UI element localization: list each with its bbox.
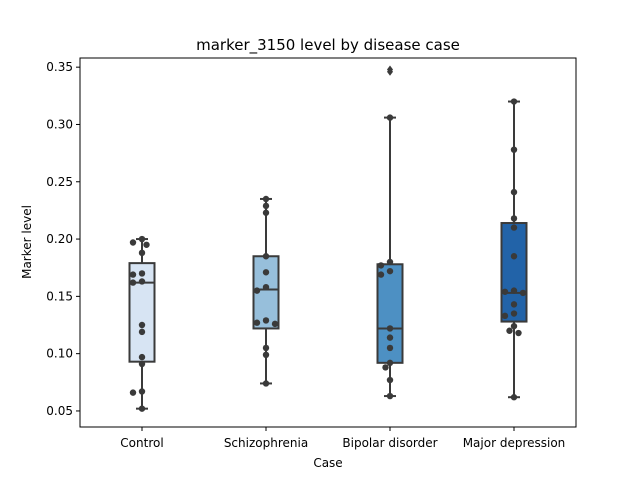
- data-point: [386, 334, 394, 341]
- plot-points: [129, 98, 527, 412]
- data-point: [510, 215, 518, 222]
- y-axis: 0.05 0.10 0.15 0.20 0.25 0.30 0.35: [46, 60, 80, 418]
- data-point: [377, 271, 385, 278]
- data-point: [129, 239, 137, 246]
- data-point: [262, 209, 270, 216]
- data-point: [510, 253, 518, 260]
- y-tick-label: 0.30: [46, 117, 73, 131]
- data-point: [138, 353, 146, 361]
- data-point: [138, 360, 146, 368]
- data-point: [262, 351, 270, 359]
- data-point: [510, 224, 518, 231]
- data-point: [262, 269, 270, 276]
- data-point: [143, 241, 150, 248]
- data-point: [510, 394, 518, 401]
- outlier-point: [387, 65, 393, 74]
- data-point: [262, 253, 270, 260]
- data-point: [510, 322, 518, 330]
- data-point: [510, 188, 518, 196]
- x-tick-label: Major depression: [463, 436, 566, 450]
- y-tick-label: 0.15: [46, 289, 73, 303]
- data-point: [262, 380, 270, 387]
- x-tick-label: Control: [120, 436, 163, 450]
- y-tick-label: 0.35: [46, 60, 73, 74]
- data-point: [377, 262, 385, 269]
- data-point: [262, 195, 270, 203]
- data-point: [138, 388, 146, 395]
- data-point: [386, 359, 394, 367]
- data-point: [262, 344, 270, 352]
- data-point: [510, 287, 518, 294]
- data-point: [138, 328, 146, 336]
- data-point: [138, 321, 146, 329]
- data-point: [253, 319, 261, 326]
- data-point: [138, 249, 146, 257]
- chart-title: marker_3150 level by disease case: [196, 36, 460, 55]
- x-tick-label: Bipolar disorder: [342, 436, 437, 450]
- data-point: [138, 278, 146, 285]
- plot-frame: [79, 57, 577, 428]
- box-iqr: [128, 262, 156, 363]
- data-point: [386, 114, 394, 121]
- data-point: [510, 301, 518, 308]
- data-point: [519, 289, 527, 297]
- data-point: [271, 320, 279, 328]
- x-axis: Control Schizophrenia Bipolar disorder Majo…: [120, 427, 565, 450]
- data-point: [253, 287, 261, 294]
- data-point: [386, 258, 394, 266]
- y-tick-label: 0.20: [46, 232, 73, 246]
- data-point: [506, 327, 513, 334]
- data-point: [262, 283, 270, 291]
- data-point: [510, 98, 518, 105]
- y-tick-label: 0.05: [46, 404, 73, 418]
- data-point: [129, 271, 137, 278]
- data-point: [386, 392, 394, 400]
- data-point: [510, 146, 518, 153]
- plot-boxes: [128, 65, 528, 410]
- data-point: [386, 325, 394, 332]
- box-major-depression: [500, 100, 528, 399]
- y-tick-label: 0.25: [46, 175, 73, 189]
- data-point: [129, 389, 137, 396]
- data-point: [386, 376, 394, 384]
- data-point: [129, 279, 137, 286]
- data-point: [501, 288, 509, 295]
- data-point: [138, 235, 146, 243]
- y-axis-label: Marker level: [20, 205, 34, 279]
- data-point: [138, 270, 146, 277]
- x-axis-label: Case: [313, 456, 342, 470]
- data-point: [501, 312, 509, 320]
- data-point: [510, 310, 518, 317]
- data-point: [386, 267, 394, 275]
- data-point: [262, 202, 270, 210]
- x-tick-label: Schizophrenia: [224, 436, 308, 450]
- data-point: [138, 405, 146, 412]
- data-point: [515, 329, 522, 337]
- data-point: [382, 364, 389, 371]
- data-point: [262, 317, 270, 324]
- data-point: [386, 344, 394, 352]
- y-tick-label: 0.10: [46, 347, 73, 361]
